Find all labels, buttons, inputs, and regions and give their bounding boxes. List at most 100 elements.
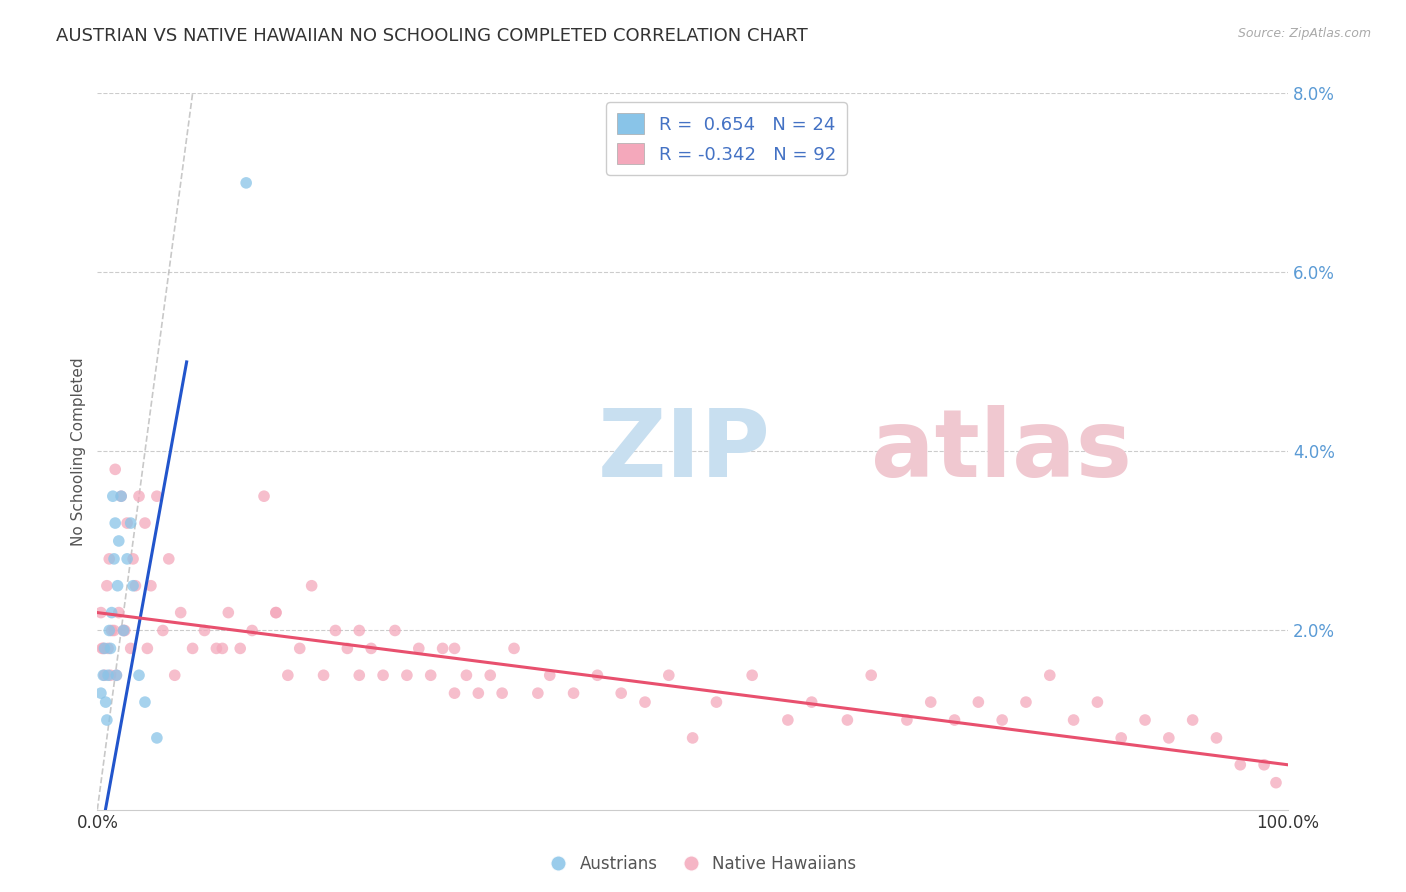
Point [1087,695,1109,709]
Point [384,624,406,638]
Point [94,695,117,709]
Point [217,606,239,620]
Point [312,668,335,682]
Point [211,641,233,656]
Point [896,713,918,727]
Point [586,668,609,682]
Point [1109,731,1132,745]
Point [395,668,418,682]
Point [96,713,118,727]
Text: Source: ZipAtlas.com: Source: ZipAtlas.com [1237,27,1371,40]
Point [103,624,125,638]
Point [467,686,489,700]
Point [432,641,454,656]
Point [128,668,150,682]
Legend: Austrians, Native Hawaiians: Austrians, Native Hawaiians [543,848,863,880]
Point [110,489,132,503]
Point [97,641,120,656]
Point [229,641,252,656]
Point [741,668,763,682]
Text: AUSTRIAN VS NATIVE HAWAIIAN NO SCHOOLING COMPLETED CORRELATION CHART: AUSTRIAN VS NATIVE HAWAIIAN NO SCHOOLING… [56,27,808,45]
Point [706,695,728,709]
Text: atlas: atlas [872,406,1132,498]
Point [419,668,441,682]
Point [967,695,990,709]
Point [170,606,193,620]
Point [610,686,633,700]
Text: ZIP: ZIP [598,406,770,498]
Point [349,624,371,638]
Point [349,668,371,682]
Point [991,713,1014,727]
Point [122,579,145,593]
Point [776,713,799,727]
Point [107,533,129,548]
Point [634,695,657,709]
Point [682,731,704,745]
Point [1133,713,1156,727]
Point [456,668,478,682]
Point [1181,713,1204,727]
Point [1205,731,1227,745]
Point [301,579,323,593]
Point [943,713,966,727]
Point [128,489,150,503]
Point [115,516,138,530]
Point [837,713,859,727]
Point [93,668,115,682]
Point [104,516,127,530]
Point [527,686,550,700]
Point [1229,757,1251,772]
Point [325,624,347,638]
Point [91,641,114,656]
Point [920,695,942,709]
Point [163,668,186,682]
Point [120,641,142,656]
Point [538,668,561,682]
Point [120,516,142,530]
Point [107,579,129,593]
Point [105,668,128,682]
Point [115,552,138,566]
Point [103,552,125,566]
Point [134,695,156,709]
Point [1039,668,1062,682]
Point [107,606,129,620]
Point [112,624,135,638]
Point [146,489,169,503]
Point [124,579,146,593]
Point [491,686,513,700]
Point [139,579,162,593]
Point [503,641,526,656]
Point [90,686,112,700]
Point [1015,695,1038,709]
Point [235,176,257,190]
Point [91,641,114,656]
Point [1253,757,1275,772]
Y-axis label: No Schooling Completed: No Schooling Completed [72,357,86,546]
Point [562,686,585,700]
Point [93,641,115,656]
Point [264,606,287,620]
Point [288,641,311,656]
Point [105,668,128,682]
Point [100,606,122,620]
Point [100,641,122,656]
Point [91,668,114,682]
Point [443,686,465,700]
Point [122,552,145,566]
Point [136,641,159,656]
Point [264,606,287,620]
Point [114,624,136,638]
Point [100,668,122,682]
Point [98,552,121,566]
Point [277,668,299,682]
Point [408,641,430,656]
Point [371,668,394,682]
Point [800,695,823,709]
Point [96,579,118,593]
Point [97,668,120,682]
Point [181,641,204,656]
Point [152,624,174,638]
Point [860,668,883,682]
